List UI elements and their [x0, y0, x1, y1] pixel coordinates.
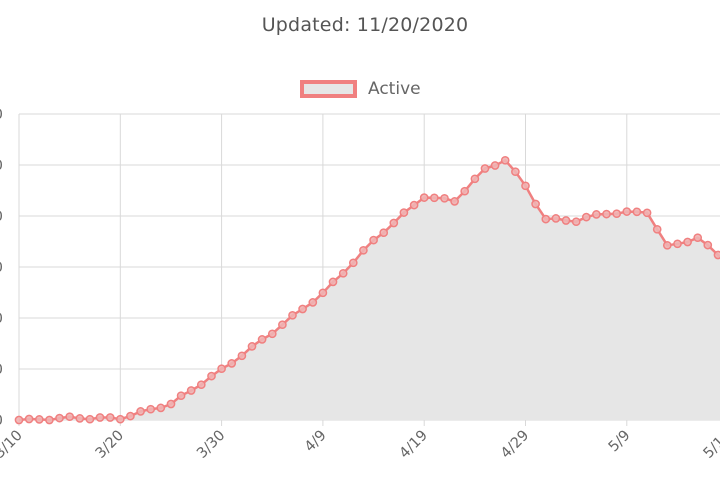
data-point[interactable] [14, 415, 24, 425]
data-point[interactable] [257, 335, 267, 344]
x-tick-label: 5/9 [606, 428, 634, 456]
y-tick-label: 0 [0, 209, 3, 225]
data-point[interactable] [288, 310, 297, 320]
data-point[interactable] [642, 208, 652, 218]
y-tick-labels: 0 0 0 0 0 0 0 [0, 107, 3, 429]
data-point[interactable] [348, 258, 358, 268]
data-point[interactable] [460, 186, 470, 196]
data-point[interactable] [85, 414, 95, 424]
data-point[interactable] [95, 413, 105, 422]
data-point[interactable] [673, 239, 682, 249]
data-point[interactable] [237, 351, 247, 361]
data-point[interactable] [450, 197, 459, 206]
data-point[interactable] [683, 237, 692, 247]
data-point[interactable] [338, 268, 348, 278]
data-point[interactable] [592, 210, 601, 219]
y-tick-label: 0 [0, 107, 3, 123]
legend-label: Active [368, 79, 421, 99]
x-tick-label: 4/19 [397, 428, 431, 462]
data-point[interactable] [278, 320, 287, 330]
data-point[interactable] [662, 240, 672, 250]
data-point[interactable] [511, 167, 520, 177]
data-point[interactable] [146, 404, 156, 414]
data-point[interactable] [713, 250, 720, 260]
data-point[interactable] [571, 217, 581, 227]
area-layer [18, 159, 720, 422]
data-point[interactable] [328, 277, 338, 287]
data-point[interactable] [247, 342, 257, 351]
data-point[interactable] [359, 245, 368, 255]
data-point[interactable] [622, 207, 632, 216]
data-point[interactable] [440, 193, 449, 203]
data-point[interactable] [126, 411, 135, 421]
data-point[interactable] [65, 412, 75, 422]
points-layer [14, 155, 720, 425]
x-tick-label: 5/19 [701, 428, 720, 462]
data-point[interactable] [308, 298, 318, 307]
data-point[interactable] [500, 155, 510, 165]
data-point[interactable] [429, 193, 439, 203]
data-point[interactable] [521, 181, 530, 191]
x-tick-label: 4/29 [498, 428, 532, 462]
y-tick-label: 0 [0, 362, 3, 378]
x-tick-label: 3/30 [194, 428, 228, 462]
data-point[interactable] [581, 212, 591, 222]
data-point[interactable] [34, 415, 44, 424]
data-point[interactable] [369, 235, 378, 245]
data-point[interactable] [186, 386, 196, 395]
data-point[interactable] [166, 399, 176, 409]
y-tick-label: 0 [0, 311, 3, 327]
data-point[interactable] [24, 414, 34, 424]
legend-item-active[interactable]: Active [300, 76, 421, 102]
data-point[interactable] [409, 200, 419, 210]
y-tick-label: 0 [0, 158, 3, 174]
data-point[interactable] [551, 214, 561, 223]
data-point[interactable] [561, 216, 571, 225]
data-point[interactable] [105, 413, 115, 422]
data-point[interactable] [45, 415, 54, 425]
data-point[interactable] [612, 209, 622, 219]
y-tick-label: 0 [0, 260, 3, 276]
data-point[interactable] [632, 207, 642, 217]
y-tick-label: 0 [0, 413, 3, 429]
data-point[interactable] [470, 174, 480, 184]
data-point[interactable] [156, 403, 166, 413]
data-point[interactable] [693, 233, 703, 243]
data-point[interactable] [75, 414, 85, 423]
data-point[interactable] [419, 193, 429, 202]
x-tick-labels: 3/103/203/304/94/194/295/95/195/296/86/1… [0, 428, 720, 462]
data-point[interactable] [379, 228, 389, 238]
data-point[interactable] [531, 199, 540, 209]
data-point[interactable] [703, 240, 713, 250]
x-tick-label: 4/9 [302, 428, 330, 456]
data-point[interactable] [602, 209, 611, 219]
data-point[interactable] [115, 414, 125, 424]
updated-title: Updated: 11/20/2020 [261, 14, 469, 36]
legend-swatch [300, 80, 357, 98]
data-point[interactable] [480, 164, 490, 173]
data-point[interactable] [227, 359, 237, 368]
active-area-fill [19, 160, 720, 420]
data-point[interactable] [217, 364, 226, 374]
data-point[interactable] [136, 407, 145, 416]
data-point[interactable] [267, 329, 277, 339]
data-point[interactable] [207, 371, 216, 381]
data-point[interactable] [490, 161, 500, 170]
data-point[interactable] [318, 288, 328, 298]
x-tick-label: 3/20 [93, 428, 127, 462]
data-point[interactable] [389, 218, 399, 228]
active-series-line [18, 159, 720, 422]
data-point[interactable] [176, 391, 186, 401]
data-point[interactable] [55, 413, 64, 423]
data-point[interactable] [196, 380, 206, 390]
data-point[interactable] [541, 214, 551, 224]
data-point[interactable] [298, 304, 307, 314]
data-point[interactable] [652, 224, 662, 234]
x-tick-label: 3/10 [0, 428, 26, 462]
data-point[interactable] [399, 208, 409, 217]
